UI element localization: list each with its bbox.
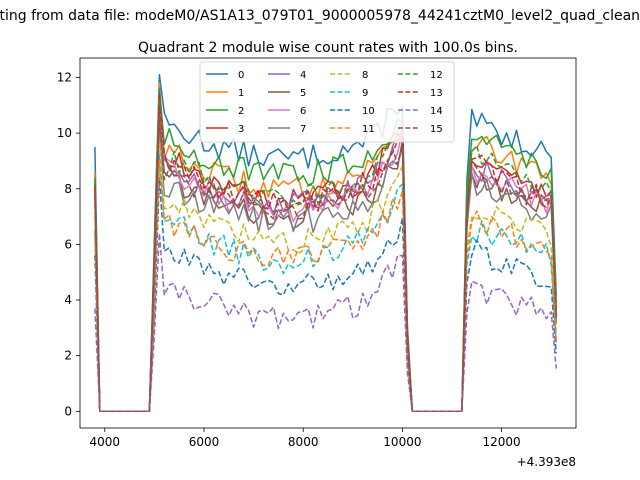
y-tick-label: 2 bbox=[64, 349, 72, 363]
series-line-0 bbox=[94, 73, 557, 413]
legend-label-12: 12 bbox=[430, 70, 443, 81]
legend-label-4: 4 bbox=[300, 70, 306, 81]
legend-label-9: 9 bbox=[362, 88, 368, 99]
y-tick-label: 4 bbox=[64, 293, 72, 307]
y-axis: 0 2 4 6 8 10 12 bbox=[57, 70, 80, 418]
legend-label-13: 13 bbox=[430, 88, 443, 99]
series-line-2 bbox=[94, 87, 557, 413]
y-tick-label: 12 bbox=[57, 70, 72, 84]
y-tick-label: 6 bbox=[64, 237, 72, 251]
series-line-11 bbox=[94, 160, 557, 413]
axes-frame bbox=[79, 57, 577, 429]
series-line-13 bbox=[94, 104, 557, 413]
legend-label-1: 1 bbox=[238, 88, 244, 99]
x-axis: 4000 6000 8000 10000 12000 bbox=[90, 428, 521, 449]
legend-label-3: 3 bbox=[238, 124, 244, 135]
series-line-15 bbox=[94, 115, 557, 413]
series-line-9 bbox=[94, 154, 557, 413]
legend-label-15: 15 bbox=[430, 124, 443, 135]
y-tick-label: 8 bbox=[64, 182, 72, 196]
series-line-7 bbox=[94, 126, 557, 413]
legend-label-14: 14 bbox=[430, 106, 443, 117]
legend-label-2: 2 bbox=[238, 106, 244, 117]
x-tick-label: 4000 bbox=[90, 435, 121, 449]
x-tick-label: 8000 bbox=[288, 435, 319, 449]
series-line-1 bbox=[94, 82, 557, 413]
x-tick-label: 10000 bbox=[383, 435, 421, 449]
legend-label-5: 5 bbox=[300, 88, 306, 99]
x-tick-label: 6000 bbox=[189, 435, 220, 449]
legend-label-10: 10 bbox=[362, 106, 375, 117]
x-offset-label: +4.393e8 bbox=[517, 455, 576, 469]
y-tick-label: 10 bbox=[57, 126, 72, 140]
legend-label-7: 7 bbox=[300, 124, 306, 135]
legend-label-0: 0 bbox=[238, 70, 244, 81]
x-tick-label: 12000 bbox=[483, 435, 521, 449]
legend-label-8: 8 bbox=[362, 70, 368, 81]
chart-title: Quadrant 2 module wise count rates with … bbox=[138, 40, 518, 56]
figure-suptitle: Plotting from data file: modeM0/AS1A13_0… bbox=[0, 8, 640, 24]
legend-label-11: 11 bbox=[362, 124, 375, 135]
series-lines bbox=[94, 73, 557, 413]
legend-label-6: 6 bbox=[300, 106, 306, 117]
y-tick-label: 0 bbox=[64, 404, 72, 418]
legend-box bbox=[199, 61, 455, 143]
series-line-14 bbox=[94, 232, 557, 413]
series-line-10 bbox=[94, 176, 557, 413]
